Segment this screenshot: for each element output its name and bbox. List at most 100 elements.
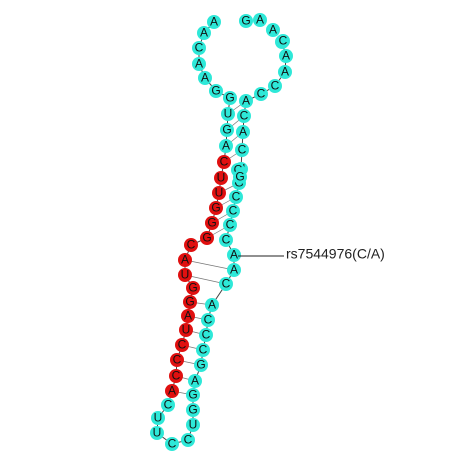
nucleotide-letter: C bbox=[279, 34, 288, 48]
nucleotide-letter: C bbox=[204, 313, 213, 327]
nucleotide: A bbox=[227, 263, 241, 277]
nucleotide: G bbox=[194, 358, 208, 372]
nucleotide-circle bbox=[253, 13, 267, 27]
nucleotide-circle bbox=[198, 71, 212, 85]
nucleotide-letter: A bbox=[181, 253, 189, 267]
nucleotide-circle bbox=[150, 426, 164, 440]
nucleotide-letter: G bbox=[211, 201, 220, 215]
nucleotide-highlight-circle bbox=[214, 171, 228, 185]
nucleotide: C bbox=[201, 313, 215, 327]
nucleotide-circle bbox=[227, 263, 241, 277]
nucleotide-letter: A bbox=[191, 374, 199, 388]
nucleotide: A bbox=[278, 65, 292, 79]
nucleotide-highlight-circle bbox=[186, 281, 200, 295]
nucleotide-circle bbox=[229, 190, 243, 204]
nucleotide: U bbox=[221, 107, 235, 121]
nucleotide-letter: U bbox=[215, 186, 224, 200]
snp-label: rs7544976(C/A) bbox=[286, 246, 385, 262]
nucleotide-highlight-circle bbox=[205, 216, 219, 230]
nucleotide-letter: A bbox=[184, 309, 192, 323]
nucleotide-letter: C bbox=[184, 433, 193, 447]
nucleotide-circle bbox=[254, 87, 268, 101]
nucleotide-circle bbox=[186, 388, 200, 402]
nucleotide-letter: C bbox=[187, 238, 196, 252]
nucleotide-letter: G bbox=[188, 403, 197, 417]
nucleotide: A bbox=[239, 94, 253, 108]
nucleotide: C bbox=[217, 155, 231, 169]
nucleotide: C bbox=[219, 277, 233, 291]
nucleotide: U bbox=[214, 171, 228, 185]
nucleotide-highlight-circle bbox=[200, 231, 214, 245]
nucleotide: G bbox=[205, 216, 219, 230]
nucleotide-circle bbox=[223, 91, 237, 105]
nucleotide: C bbox=[170, 353, 184, 367]
nucleotide-letter: C bbox=[202, 328, 211, 342]
nucleotide: G bbox=[200, 231, 214, 245]
nucleotide-letter: U bbox=[224, 107, 233, 121]
nucleotide-circle bbox=[161, 398, 175, 412]
nucleotide-letter: A bbox=[256, 13, 264, 27]
nucleotide-letter: C bbox=[226, 218, 235, 232]
nucleotide-letter: C bbox=[173, 353, 182, 367]
nucleotide-highlight-circle bbox=[184, 238, 198, 252]
nucleotide-circle bbox=[209, 84, 223, 98]
nucleotide-highlight-circle bbox=[178, 268, 192, 282]
nucleotide: C bbox=[223, 218, 237, 232]
nucleotide-highlight-circle bbox=[183, 295, 197, 309]
nucleotide-letter: U bbox=[154, 411, 163, 425]
nucleotide-circle bbox=[220, 123, 234, 137]
nucleotide: G bbox=[186, 403, 200, 417]
nucleotide: A bbox=[207, 15, 221, 29]
nucleotide-letter: A bbox=[239, 125, 247, 139]
nucleotide-letter: A bbox=[281, 65, 289, 79]
nucleotide-letter: A bbox=[222, 139, 230, 153]
nucleotide-circle bbox=[186, 403, 200, 417]
snp-annotation: rs7544976(C/A) bbox=[238, 246, 385, 262]
nucleotide-highlight-circle bbox=[181, 309, 195, 323]
nucleotide: G bbox=[223, 91, 237, 105]
nucleotide-circle bbox=[194, 358, 208, 372]
nucleotide: A bbox=[205, 298, 219, 312]
nucleotide: A bbox=[178, 253, 192, 267]
nucleotide: C bbox=[199, 328, 213, 342]
nucleotide-circle bbox=[188, 374, 202, 388]
nucleotide-letter: C bbox=[229, 204, 238, 218]
nucleotide-circle bbox=[223, 218, 237, 232]
nucleotide-letter: C bbox=[232, 190, 241, 204]
nucleotide-letter: C bbox=[240, 109, 249, 123]
nucleotide-circle bbox=[235, 143, 249, 157]
nucleotide-letter: G bbox=[185, 295, 194, 309]
nucleotide: C bbox=[192, 41, 206, 55]
nucleotide-circle bbox=[181, 433, 195, 447]
nucleotide-highlight-circle bbox=[212, 186, 226, 200]
nucleotide-letter: G bbox=[235, 170, 244, 184]
nucleotide: U bbox=[151, 411, 165, 425]
nucleotide: A bbox=[227, 248, 241, 262]
nucleotide: A bbox=[165, 384, 179, 398]
nucleotide: U bbox=[186, 418, 200, 432]
nucleotide-letter: C bbox=[257, 87, 266, 101]
nucleotide-letter: C bbox=[271, 79, 280, 93]
nucleotide-letter: C bbox=[168, 437, 177, 451]
nucleotide-highlight-circle bbox=[165, 384, 179, 398]
nucleotide: G bbox=[186, 281, 200, 295]
nucleotide-circle bbox=[196, 343, 210, 357]
nucleotide-letter: G bbox=[225, 91, 234, 105]
nucleotide: G bbox=[209, 201, 223, 215]
nucleotide: A bbox=[197, 26, 211, 40]
nucleotide: A bbox=[279, 49, 293, 63]
nucleotide: C bbox=[237, 109, 251, 123]
nucleotide-circle bbox=[221, 107, 235, 121]
nucleotide-letter: A bbox=[201, 71, 209, 85]
nucleotide-letter: C bbox=[222, 233, 231, 247]
nucleotide: A bbox=[192, 57, 206, 71]
nucleotide-circle bbox=[266, 23, 280, 37]
nucleotide-highlight-circle bbox=[170, 353, 184, 367]
nucleotide-letter: C bbox=[172, 369, 181, 383]
nucleotide-highlight-circle bbox=[175, 338, 189, 352]
nucleotide-circle bbox=[226, 204, 240, 218]
nucleotide-letter: C bbox=[195, 41, 204, 55]
